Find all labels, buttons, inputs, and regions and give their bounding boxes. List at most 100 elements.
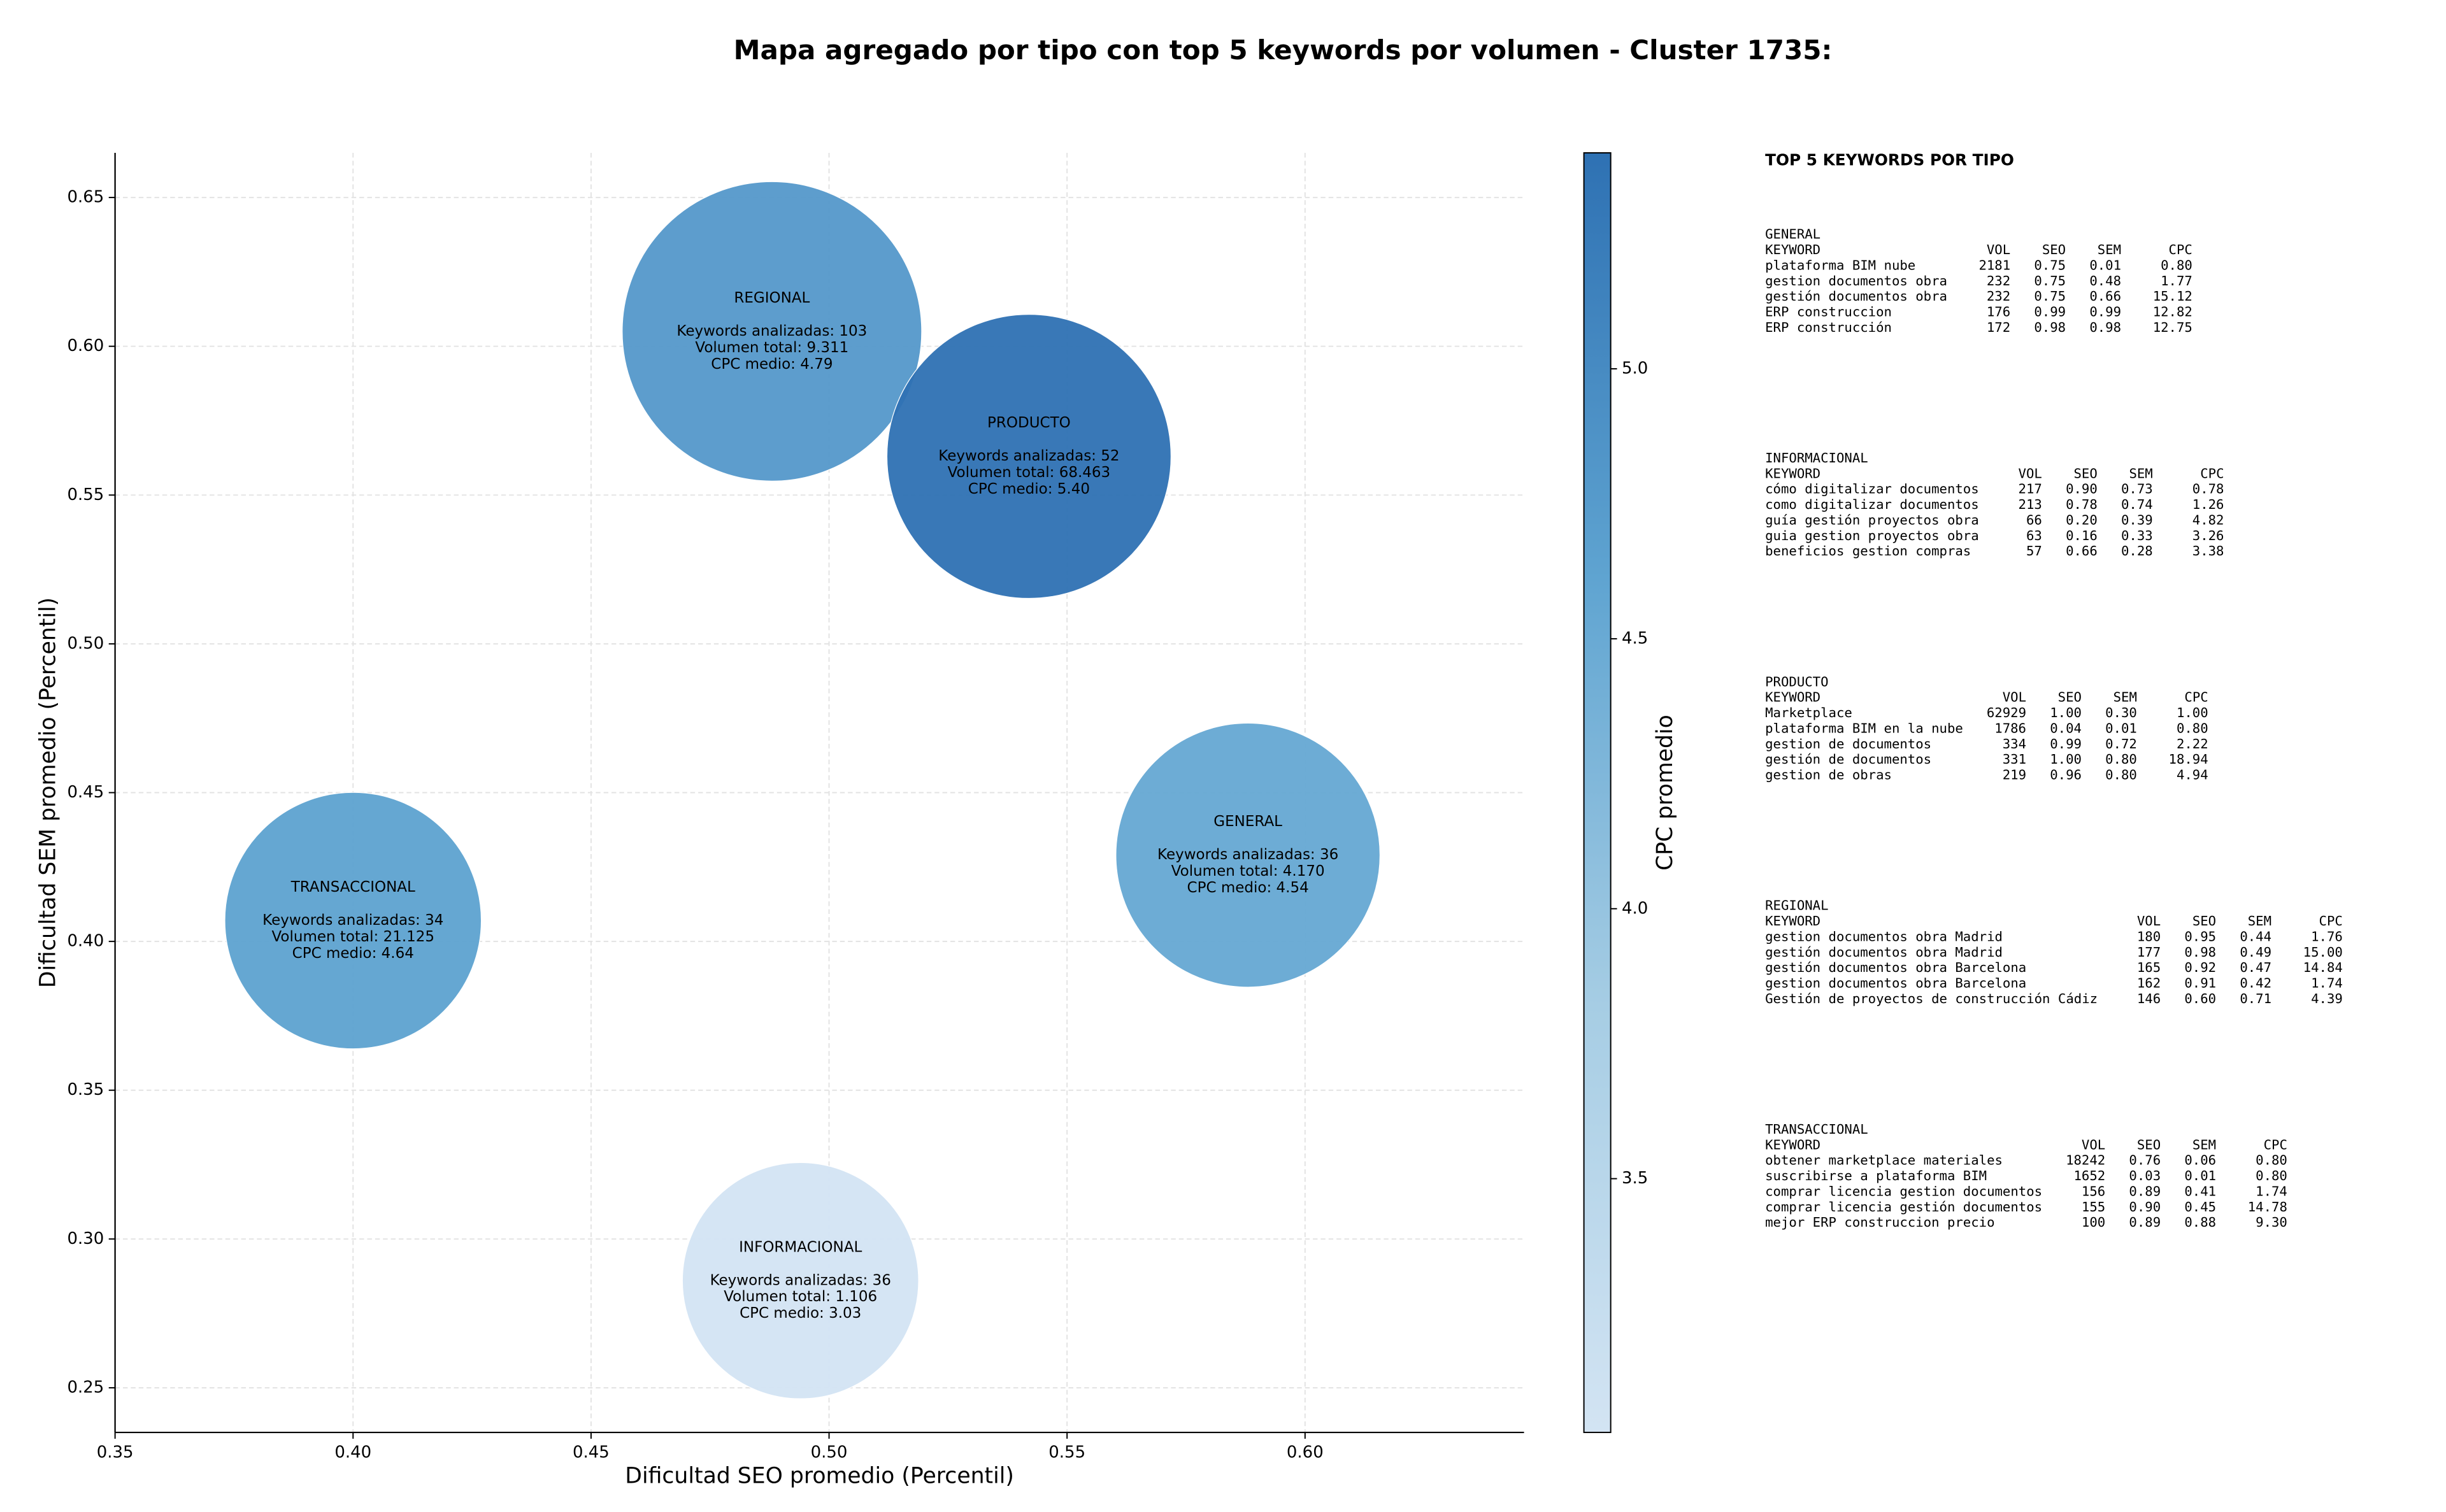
table-cell: 0.28 — [2121, 543, 2153, 559]
table-cell: 1.00 — [2177, 705, 2208, 720]
table-cell: guia gestion proyectos obra — [1765, 528, 1979, 543]
x-tick-label: 0.45 — [573, 1443, 610, 1462]
table-cell: 232 — [1987, 273, 2010, 289]
bubble-label: PRODUCTO — [987, 415, 1071, 431]
table-cell: 1.00 — [2050, 752, 2082, 767]
table-cell: 146 — [2137, 991, 2161, 1006]
table-cell: 0.91 — [2184, 976, 2216, 991]
table-cell: 0.45 — [2184, 1199, 2216, 1215]
bubble-label: Volumen total: 21.125 — [271, 929, 434, 945]
table-cell: 0.90 — [2129, 1199, 2161, 1215]
table-cell: 1.00 — [2050, 705, 2082, 720]
table-cell: 331 — [2003, 752, 2026, 767]
table-cell: gestión documentos obra Barcelona — [1765, 960, 2026, 975]
table-cell: 0.66 — [2066, 543, 2098, 559]
table-cell: 0.74 — [2121, 497, 2153, 512]
table-header: CPC — [2169, 242, 2192, 257]
table-header: CPC — [2319, 913, 2343, 929]
table-cell: gestion documentos obra Barcelona — [1765, 976, 2026, 991]
bubble-label: Volumen total: 1.106 — [724, 1288, 877, 1305]
table-cell: 0.92 — [2184, 960, 2216, 975]
bubble-label: Keywords analizadas: 52 — [938, 448, 1119, 464]
table-cell: 1652 — [2073, 1168, 2105, 1183]
bubble-label: Keywords analizadas: 36 — [710, 1272, 891, 1288]
table-cell: comprar licencia gestión documentos — [1765, 1199, 2042, 1215]
x-tick-label: 0.40 — [334, 1443, 371, 1462]
table-cell: 0.48 — [2089, 273, 2121, 289]
table-header: SEM — [2129, 466, 2152, 481]
table-cell: 14.84 — [2303, 960, 2343, 975]
y-tick-label: 0.45 — [67, 783, 104, 802]
table-cell: gestion de obras — [1765, 767, 1892, 783]
colorbar-tick-label: 4.5 — [1622, 629, 1648, 648]
table-cell: mejor ERP construccion precio — [1765, 1215, 1994, 1230]
bubble — [1115, 722, 1381, 988]
table-cell: 0.98 — [2034, 320, 2066, 335]
table-cell: 1.74 — [2311, 976, 2343, 991]
table-cell: 0.01 — [2184, 1168, 2216, 1183]
bubble-label: CPC medio: 4.64 — [292, 945, 414, 962]
table-cell: 18.94 — [2169, 752, 2208, 767]
table-header: SEO — [2074, 466, 2098, 481]
table-cell: 14.78 — [2248, 1199, 2287, 1215]
table-cell: 0.72 — [2105, 736, 2137, 752]
table-cell: 0.20 — [2066, 512, 2098, 527]
table-cell: 3.26 — [2192, 528, 2224, 543]
y-tick-label: 0.40 — [67, 932, 104, 951]
table-cell: 180 — [2137, 929, 2161, 944]
table-cell: 0.90 — [2066, 481, 2098, 497]
table-cell: 57 — [2026, 543, 2042, 559]
bubble-label: Keywords analizadas: 36 — [1157, 846, 1338, 863]
table-cell: gestión documentos obra — [1765, 289, 1947, 304]
table-cell: como digitalizar documentos — [1765, 497, 1979, 512]
table-header: VOL — [2082, 1137, 2105, 1152]
table-cell: 0.80 — [2105, 752, 2137, 767]
table-cell: 0.60 — [2184, 991, 2216, 1006]
table-cell: 0.98 — [2184, 945, 2216, 960]
bubble-label: CPC medio: 5.40 — [968, 481, 1090, 497]
table-header: CPC — [2264, 1137, 2287, 1152]
table-cell: 0.66 — [2089, 289, 2121, 304]
table-cell: comprar licencia gestion documentos — [1765, 1183, 2042, 1199]
y-tick-label: 0.30 — [67, 1229, 104, 1248]
bubble-label: TRANSACCIONAL — [290, 879, 415, 895]
table-cell: 0.80 — [2256, 1168, 2287, 1183]
table-header: CPC — [2184, 690, 2208, 705]
table-cell: 232 — [1987, 289, 2010, 304]
table-title: INFORMACIONAL — [1765, 450, 1868, 466]
table-cell: suscribirse a plataforma BIM — [1765, 1168, 1987, 1183]
x-tick-label: 0.50 — [811, 1443, 848, 1462]
bubble-label: Volumen total: 9.311 — [695, 339, 848, 356]
table-cell: 0.16 — [2066, 528, 2098, 543]
table-cell: 1.26 — [2192, 497, 2224, 512]
table-header: VOL — [2019, 466, 2042, 481]
table-cell: 1.77 — [2161, 273, 2192, 289]
panel-title: TOP 5 KEYWORDS POR TIPO — [1765, 150, 2014, 169]
table-cell: beneficios gestion compras — [1765, 543, 1971, 559]
table-header: VOL — [2003, 690, 2026, 705]
table-cell: 66 — [2026, 512, 2042, 527]
table-cell: 9.30 — [2256, 1215, 2287, 1230]
colorbar-tick-label: 5.0 — [1622, 359, 1648, 378]
bubble — [622, 181, 922, 481]
chart-title: Mapa agregado por tipo con top 5 keyword… — [734, 34, 1833, 66]
table-cell: gestion documentos obra — [1765, 273, 1947, 289]
table-cell: Gestión de proyectos de construcción Cád… — [1765, 991, 2098, 1006]
bubble-label: REGIONAL — [734, 290, 810, 306]
table-cell: obtener marketplace materiales — [1765, 1153, 2003, 1168]
table-header: KEYWORD — [1765, 242, 1820, 257]
table-cell: 0.98 — [2089, 320, 2121, 335]
bubble — [682, 1162, 919, 1399]
table-cell: gestion de documentos — [1765, 736, 1931, 752]
table-cell: 12.82 — [2153, 304, 2192, 320]
bubble-label: Keywords analizadas: 34 — [262, 912, 443, 929]
table-title: TRANSACCIONAL — [1765, 1122, 1868, 1137]
x-tick-label: 0.35 — [97, 1443, 134, 1462]
table-cell: 3.38 — [2192, 543, 2224, 559]
table-cell: 12.75 — [2153, 320, 2192, 335]
table-cell: 0.96 — [2050, 767, 2082, 783]
table-cell: Marketplace — [1765, 705, 1852, 720]
table-cell: 0.41 — [2184, 1183, 2216, 1199]
table-header: SEO — [2192, 913, 2216, 929]
